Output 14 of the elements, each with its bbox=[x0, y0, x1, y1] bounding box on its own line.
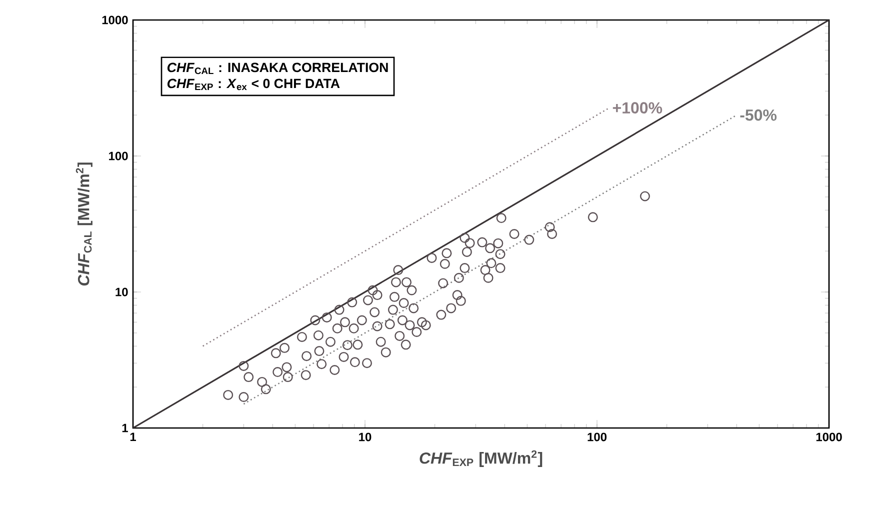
y-tick-label: 1 bbox=[122, 424, 128, 432]
x-tick-label: 100 bbox=[588, 432, 607, 442]
x-axis-title: CHF$_{EXP}$ [MW/m$^{2}$] bbox=[420, 450, 542, 467]
x-tick-label: 1 bbox=[130, 432, 136, 441]
series-label: +100% bbox=[612, 102, 662, 114]
y-tick-label: 100 bbox=[109, 152, 128, 160]
series-label: -50% bbox=[740, 109, 777, 121]
x-tick-label: 10 bbox=[359, 432, 372, 442]
annotation: CHF$_{CAL}$ : INASAKA CORRELATION bbox=[167, 62, 388, 74]
annotation: CHF$_{EXP}$ : X$_{ex}$ < 0 CHF DATA bbox=[167, 78, 340, 90]
y-tick-label: 10 bbox=[116, 288, 128, 296]
x-tick-label: 1000 bbox=[816, 432, 842, 442]
y-axis-title: CHF$_{CAL}$ [MW/m$^{2}$] bbox=[76, 162, 92, 286]
y-tick-label: 1000 bbox=[102, 16, 128, 24]
